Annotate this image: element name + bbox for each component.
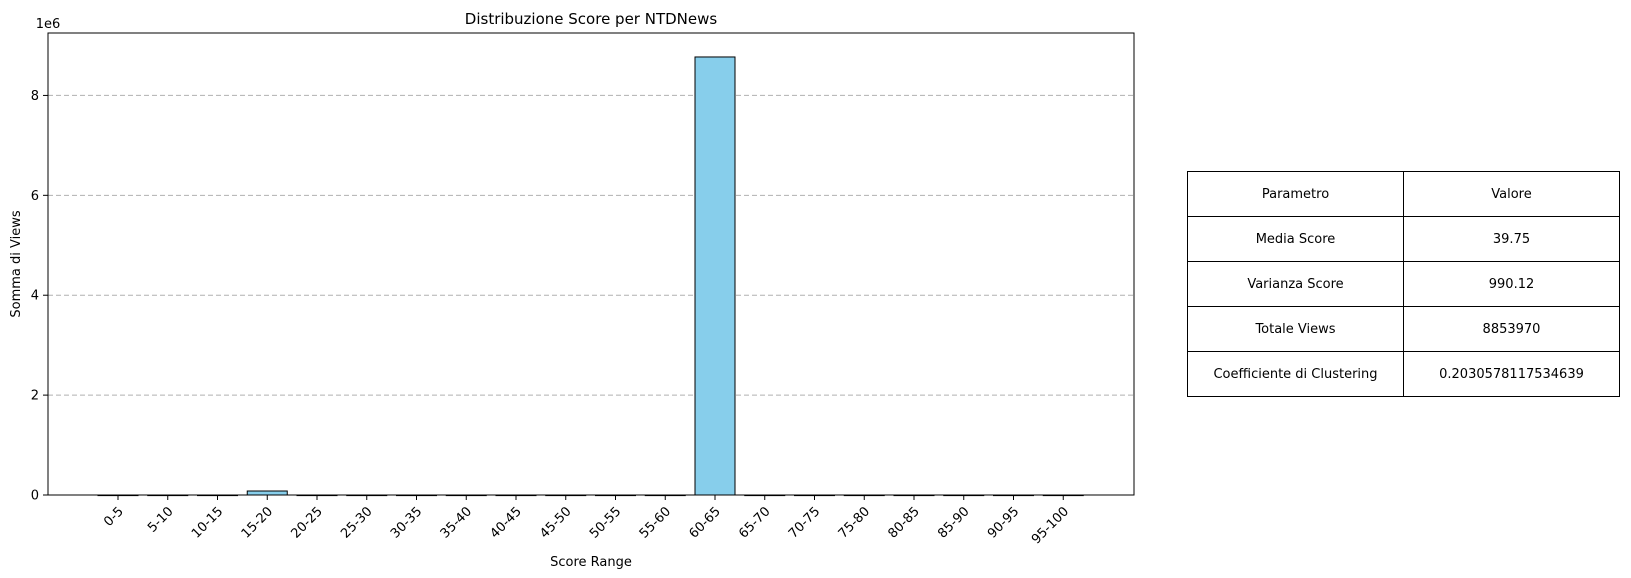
bar (246, 490, 288, 496)
y-tick-label: 2 (31, 389, 39, 404)
x-tick-label: 85-90 (935, 504, 972, 541)
table-header-cell: Valore (1403, 171, 1620, 217)
x-tick-label: 40-45 (488, 504, 525, 541)
table-row: Varianza Score 990.12 (1187, 261, 1620, 307)
table-cell-parameter: Coefficiente di Clustering (1187, 351, 1404, 397)
table-cell-parameter: Media Score (1187, 216, 1404, 262)
table-header-cell: Parametro (1187, 171, 1404, 217)
x-tick-label: 90-95 (985, 504, 1022, 541)
x-tick-label: 55-60 (637, 504, 674, 541)
y-axis-offset-label: 1e6 (36, 17, 61, 32)
table-row: Coefficiente di Clustering 0.20305781175… (1187, 351, 1620, 397)
y-tick-label: 0 (31, 489, 39, 504)
x-axis-label: Score Range (550, 555, 632, 570)
y-tick-label: 4 (31, 289, 39, 304)
y-tick-label: 8 (31, 89, 39, 104)
y-axis-ticks: 0 2 4 6 8 (31, 89, 48, 504)
grid-lines (48, 94, 1134, 396)
table-cell-value: 8853970 (1403, 306, 1620, 352)
x-tick-label: 70-75 (786, 504, 823, 541)
bar (694, 56, 736, 496)
x-tick-label: 25-30 (338, 504, 375, 541)
table-row: Media Score 39.75 (1187, 216, 1620, 262)
x-axis-ticks: 0-5 5-10 10-15 15-20 20-25 25-30 30-35 35-40 40-… (101, 495, 1072, 547)
x-tick-label: 5-10 (145, 504, 176, 535)
x-tick-label: 15-20 (239, 504, 276, 541)
x-tick-label: 35-40 (438, 504, 475, 541)
x-tick-label: 20-25 (289, 504, 326, 541)
x-tick-label: 45-50 (537, 504, 574, 541)
plot-frame (47, 32, 1135, 496)
x-tick-label: 95-100 (1029, 504, 1072, 547)
x-tick-label: 10-15 (189, 504, 226, 541)
table-cell-parameter: Totale Views (1187, 306, 1404, 352)
bars (97, 56, 1084, 497)
x-tick-label: 60-65 (687, 504, 724, 541)
statistics-table: Parametro Valore Media Score 39.75 Varia… (1187, 171, 1620, 397)
chart-title: Distribuzione Score per NTDNews (465, 10, 718, 28)
x-tick-label: 80-85 (886, 504, 923, 541)
table-cell-value: 39.75 (1403, 216, 1620, 262)
table-cell-value: 990.12 (1403, 261, 1620, 307)
table-cell-value: 0.2030578117534639 (1403, 351, 1620, 397)
x-tick-label: 50-55 (587, 504, 624, 541)
x-tick-label: 0-5 (101, 504, 127, 530)
table-header-row: Parametro Valore (1187, 171, 1620, 217)
x-tick-label: 75-80 (836, 504, 873, 541)
table-row: Totale Views 8853970 (1187, 306, 1620, 352)
table-cell-parameter: Varianza Score (1187, 261, 1404, 307)
x-tick-label: 30-35 (388, 504, 425, 541)
y-axis-label: Somma di Views (9, 210, 24, 317)
y-tick-label: 6 (31, 189, 39, 204)
x-tick-label: 65-70 (736, 504, 773, 541)
